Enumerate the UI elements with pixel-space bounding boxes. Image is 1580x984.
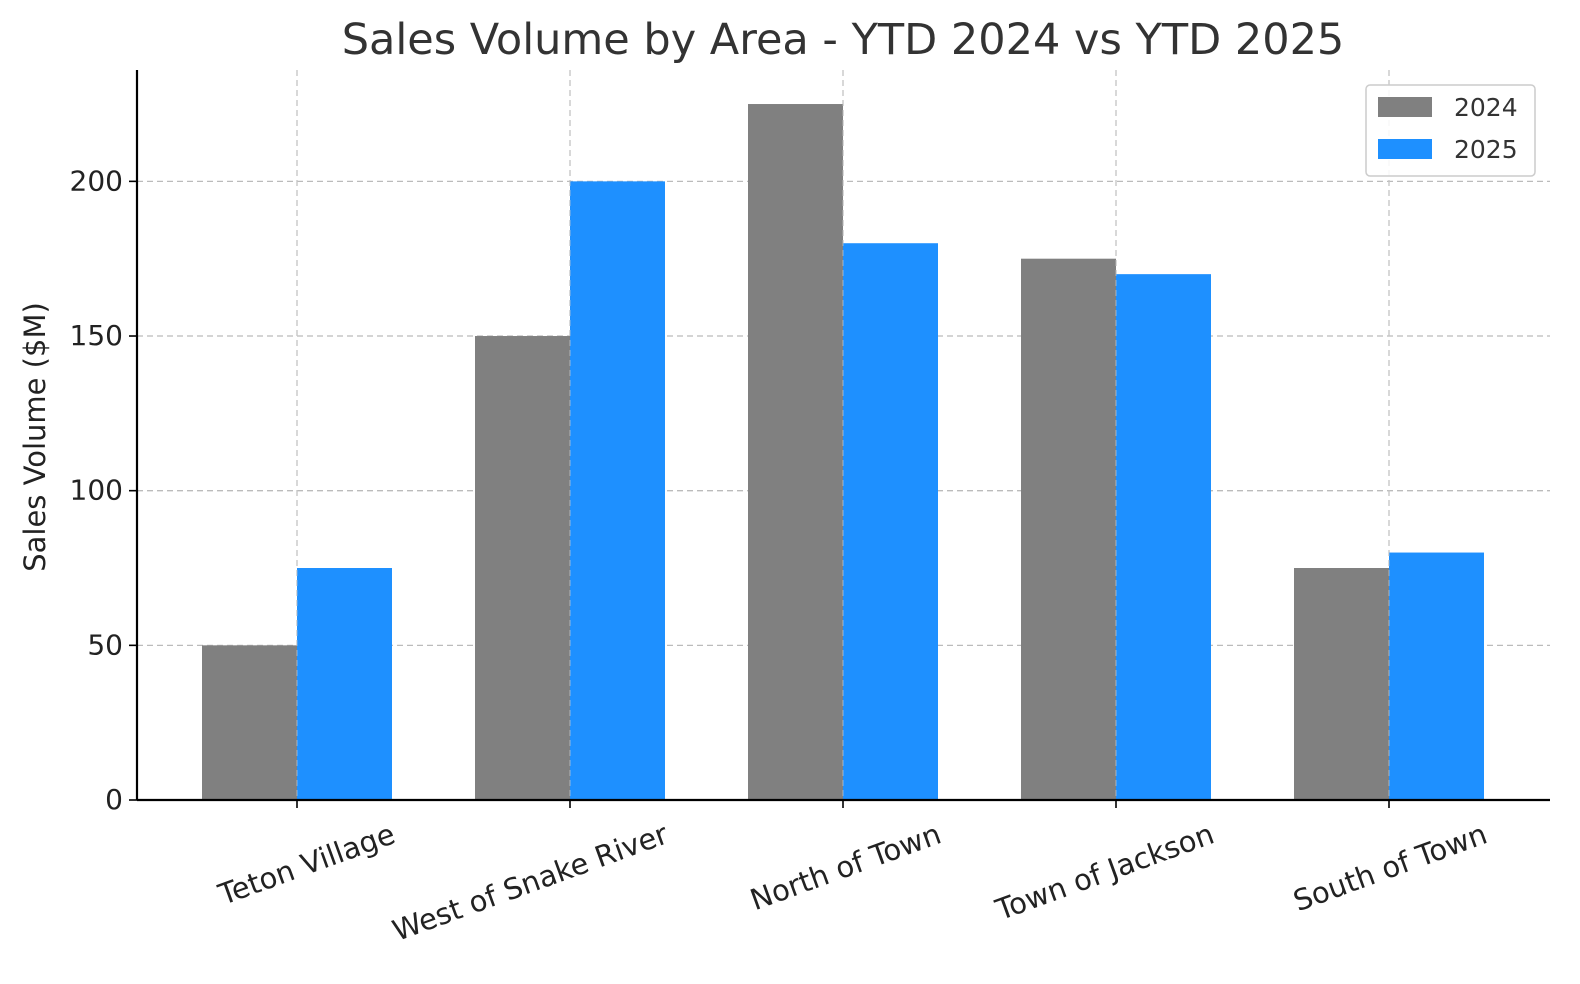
x-tick-label: North of Town (746, 817, 946, 917)
x-tick-label: Teton Village (213, 817, 399, 912)
bar-2024-south-of-town (1294, 568, 1389, 800)
legend-label-2025: 2025 (1454, 135, 1518, 164)
y-tick-label: 100 (70, 474, 123, 507)
legend: 2024 2025 (1365, 84, 1536, 177)
bar-2025-north-of-town (843, 243, 938, 800)
bars (202, 70, 1484, 801)
y-axis-ticks: 0 50 100 150 200 (70, 164, 137, 816)
bar-2025-town-of-jackson (1116, 274, 1211, 800)
chart-title: Sales Volume by Area - YTD 2024 vs YTD 2… (342, 15, 1345, 65)
x-tick-label: South of Town (1289, 817, 1492, 918)
x-tick-label: West of Snake River (388, 817, 672, 948)
legend-label-2024: 2024 (1454, 93, 1518, 122)
bar-2024-west-of-snake-river (475, 336, 570, 800)
bar-2025-south-of-town (1389, 552, 1484, 800)
bar-2024-north-of-town (748, 104, 843, 801)
y-tick-label: 150 (70, 319, 123, 352)
bar-2024-town-of-jackson (1021, 258, 1116, 801)
y-tick-label: 50 (87, 628, 123, 661)
y-tick-label: 0 (105, 783, 123, 816)
y-tick-label: 200 (70, 164, 123, 197)
y-axis-label: Sales Volume ($M) (18, 302, 52, 572)
bar-2024-teton-village (202, 645, 297, 800)
bar-2025-teton-village (297, 568, 392, 800)
legend-swatch-2024 (1378, 97, 1432, 117)
x-tick-label: Town of Jackson (990, 817, 1218, 928)
bar-2025-west-of-snake-river (570, 181, 665, 800)
legend-swatch-2025 (1378, 139, 1432, 159)
